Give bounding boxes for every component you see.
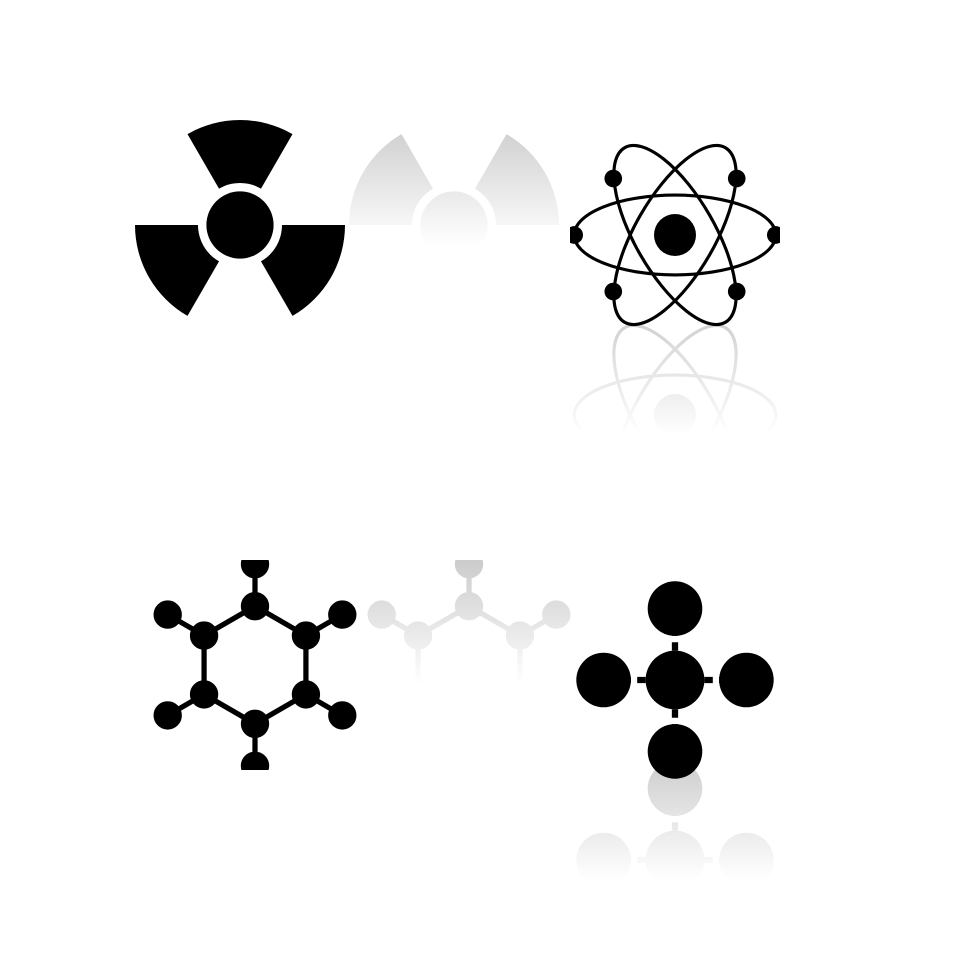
radiation-icon-reflection (349, 120, 559, 330)
radiation-icon (135, 120, 345, 330)
benzene-icon-wrap (150, 560, 574, 775)
methane-molecule-icon (570, 575, 780, 785)
methane-icon-reflection (570, 755, 780, 965)
atom-icon-reflection (570, 310, 780, 520)
benzene-icon-reflection (364, 560, 574, 770)
atom-icon (570, 130, 780, 340)
benzene-molecule-icon (150, 560, 360, 770)
radiation-icon-wrap (135, 120, 559, 335)
methane-icon-wrap (570, 575, 980, 970)
atom-icon-wrap (570, 130, 980, 525)
